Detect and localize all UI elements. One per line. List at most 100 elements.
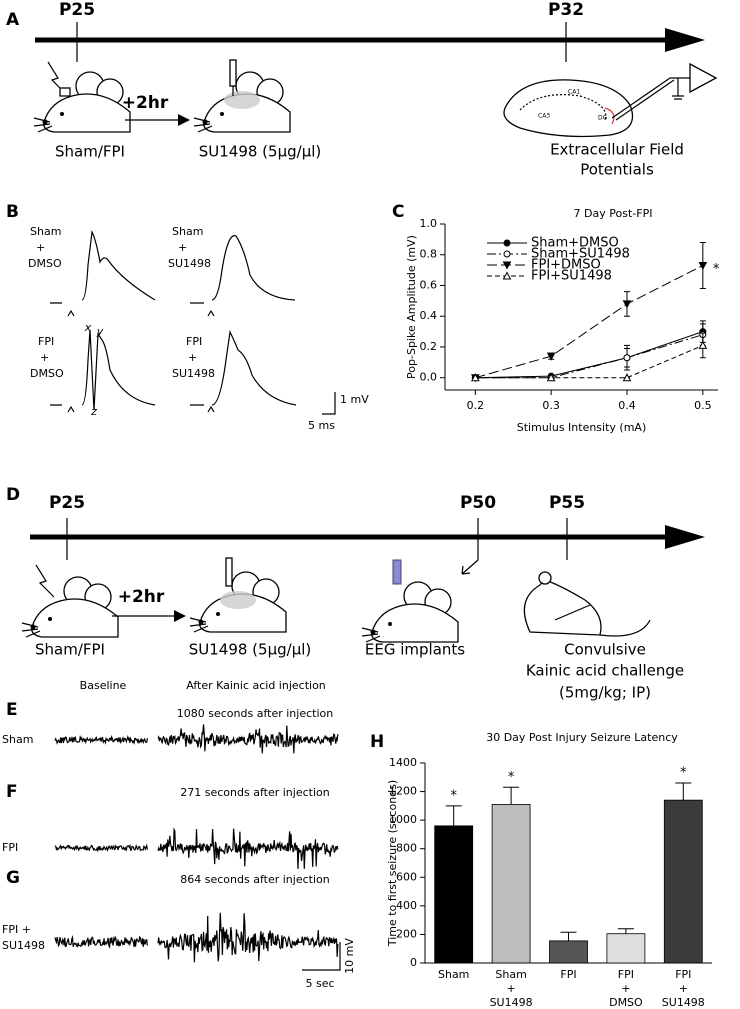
panel-label: D bbox=[6, 485, 20, 505]
peak-marker: z bbox=[90, 405, 97, 418]
latency-label: 864 seconds after injection bbox=[180, 873, 329, 886]
panel-label: F bbox=[6, 782, 18, 802]
x-tick-label: + bbox=[506, 982, 515, 995]
error-bar bbox=[617, 928, 634, 934]
amplifier bbox=[689, 62, 718, 94]
y-tick-label: 0.0 bbox=[420, 371, 438, 384]
error-bar bbox=[503, 786, 520, 805]
challenge-label: (5mg/kg; IP) bbox=[559, 684, 651, 702]
annotation: * bbox=[713, 262, 720, 277]
x-tick-label: 0.4 bbox=[618, 399, 636, 412]
panel-label: G bbox=[6, 868, 20, 888]
y-tick-label: 0.6 bbox=[420, 278, 438, 291]
point bbox=[622, 300, 632, 309]
group-label: FPI + bbox=[2, 923, 31, 936]
trace-label: FPI bbox=[38, 335, 54, 348]
series-line bbox=[475, 334, 703, 379]
field-trace bbox=[50, 329, 156, 411]
x-tick-label: FPI bbox=[560, 968, 576, 981]
syringe bbox=[229, 59, 237, 87]
legend-marker bbox=[502, 271, 512, 280]
delay-label: +2hr bbox=[118, 587, 165, 607]
implant-arrow bbox=[461, 559, 479, 575]
injury-bolt bbox=[35, 564, 55, 598]
eeg-trace bbox=[157, 827, 339, 869]
x-tick-label: DMSO bbox=[609, 996, 643, 1009]
peak-marker: y bbox=[96, 325, 104, 338]
eeg-trace bbox=[54, 843, 148, 853]
x-axis-label: Stimulus Intensity (mA) bbox=[517, 421, 647, 434]
scale-label: 10 mV bbox=[343, 938, 356, 974]
x-tick-label: 0.2 bbox=[467, 399, 485, 412]
point bbox=[622, 373, 632, 382]
scale-bar bbox=[302, 942, 341, 971]
region-label: DG bbox=[598, 115, 608, 122]
implant-label: EEG implants bbox=[365, 641, 465, 659]
point bbox=[546, 373, 556, 382]
recording-label: Extracellular Field bbox=[550, 141, 684, 159]
legend-label: Sham+SU1498 bbox=[531, 247, 630, 262]
y-tick-label: 400 bbox=[396, 899, 417, 912]
panel-label: C bbox=[392, 202, 404, 222]
error-bar bbox=[560, 931, 577, 941]
drug-label: SU1498 (5µg/µl) bbox=[189, 641, 312, 659]
point bbox=[546, 352, 556, 361]
injury-bolt bbox=[47, 61, 67, 95]
legend-label: FPI+DMSO bbox=[531, 258, 601, 273]
trace-label: + bbox=[40, 351, 49, 364]
point bbox=[623, 354, 631, 362]
x-tick-label: FPI bbox=[675, 968, 691, 981]
region-label: CA1 bbox=[568, 89, 580, 96]
timepoint: P50 bbox=[460, 493, 496, 513]
ground bbox=[672, 78, 684, 100]
x-tick-label: Sham bbox=[495, 968, 526, 981]
y-tick-label: 1.0 bbox=[420, 217, 438, 230]
syringe bbox=[225, 557, 233, 587]
challenge-label: Kainic acid challenge bbox=[526, 662, 684, 680]
timepoint: P25 bbox=[59, 0, 95, 20]
x-tick-label: 0.5 bbox=[694, 399, 712, 412]
significance: * bbox=[680, 766, 687, 781]
y-tick-label: 1400 bbox=[389, 756, 417, 769]
rat-ear bbox=[538, 571, 552, 585]
latency-label: 1080 seconds after injection bbox=[177, 707, 333, 720]
timeline-head bbox=[665, 28, 705, 52]
point bbox=[470, 373, 480, 382]
trace-label: SU1498 bbox=[168, 257, 211, 270]
chart-title: 7 Day Post-FPI bbox=[574, 207, 653, 220]
column-header: Baseline bbox=[80, 679, 127, 692]
bar bbox=[491, 804, 531, 964]
trace-label: FPI bbox=[186, 335, 202, 348]
y-axis-label: Pop-Spike Amplitude (mV) bbox=[405, 235, 418, 379]
stimulus-artifact bbox=[67, 309, 215, 413]
timeline-head bbox=[665, 525, 705, 549]
x-tick-label: Sham bbox=[438, 968, 469, 981]
syringe bbox=[554, 604, 591, 621]
eeg-trace bbox=[157, 724, 339, 754]
eeg-trace bbox=[157, 912, 339, 963]
y-axis-label: Time to first seizure (seconds) bbox=[386, 780, 399, 947]
chart-title: 30 Day Post Injury Seizure Latency bbox=[486, 731, 678, 744]
scale-bar bbox=[322, 392, 336, 415]
eeg-trace bbox=[54, 934, 148, 949]
mouse bbox=[361, 581, 459, 643]
panel-label: B bbox=[6, 202, 19, 222]
y-tick-label: 0.4 bbox=[420, 309, 438, 322]
panel-label: H bbox=[370, 732, 384, 752]
panel-label: E bbox=[6, 700, 18, 720]
trace-label: DMSO bbox=[30, 367, 64, 380]
legend-marker bbox=[503, 250, 511, 258]
y-tick-label: 600 bbox=[396, 870, 417, 883]
series-line bbox=[475, 331, 703, 379]
arrow-head bbox=[178, 114, 190, 126]
scale-label: 5 sec bbox=[305, 977, 334, 990]
y-tick-label: 0.8 bbox=[420, 248, 438, 261]
group-label: Sham/FPI bbox=[35, 641, 105, 659]
bar bbox=[606, 933, 646, 964]
group-label: Sham bbox=[2, 733, 33, 746]
field-trace bbox=[190, 330, 297, 406]
series-line bbox=[475, 344, 704, 379]
eeg-trace bbox=[54, 734, 148, 745]
recording-label: Potentials bbox=[580, 161, 654, 179]
